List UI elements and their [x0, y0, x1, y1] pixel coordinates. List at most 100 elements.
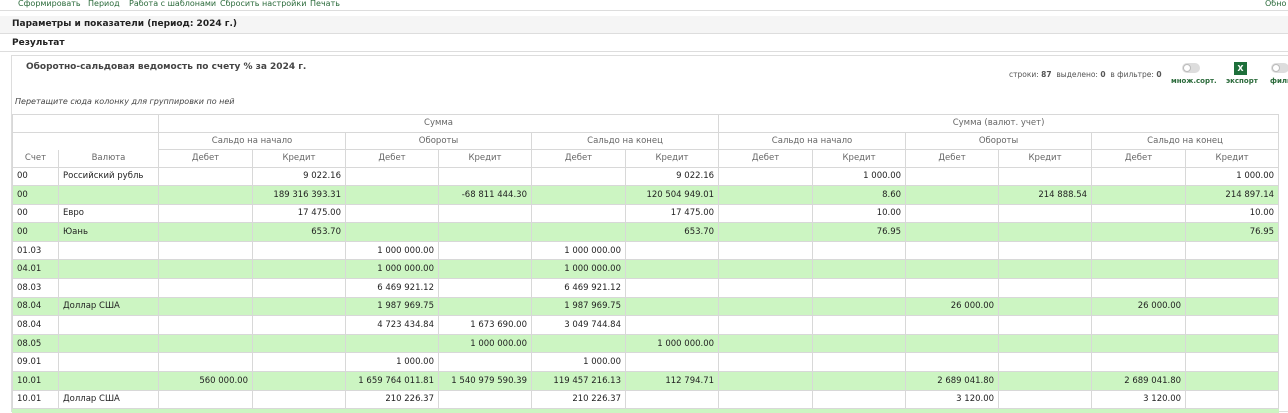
cell: Доллар США	[58, 389, 159, 410]
cell: 1 540 979 590.39	[438, 371, 532, 391]
cell	[158, 389, 253, 410]
cell	[1091, 315, 1187, 335]
cell	[718, 222, 814, 242]
cell	[158, 222, 253, 242]
cell	[438, 240, 532, 261]
column-header[interactable]: Кредит	[624, 149, 720, 168]
cell: 1 000 000.00	[531, 259, 626, 280]
subgroup-header: Сальдо на конец	[530, 131, 720, 150]
table-row[interactable]: 08.03 6 469 921.12 6 469 921.12	[12, 278, 1280, 298]
cell	[812, 371, 907, 391]
toolbar-item[interactable]: Работа с шаблонами	[129, 0, 217, 8]
header-row: Сумма Сумма (валют. учет)	[12, 114, 1280, 133]
cell	[624, 259, 720, 280]
cell	[438, 278, 532, 298]
subgroup-header: Сальдо на начало	[158, 131, 346, 150]
column-header[interactable]: Счет	[12, 149, 59, 168]
cell	[718, 240, 814, 261]
cell	[345, 185, 439, 205]
value: 0	[1156, 70, 1162, 79]
table-row[interactable]: 00 189 316 393.31 -68 811 444.30 120 504 94…	[12, 185, 1280, 205]
column-header[interactable]: Дебет	[905, 149, 1000, 168]
cell	[438, 259, 532, 280]
table-row[interactable]: 01.03 1 000 000.00 1 000 000.00	[12, 240, 1280, 261]
table-row[interactable]: 04.01 1 000 000.00 1 000 000.00	[12, 259, 1280, 280]
cell	[252, 389, 346, 410]
cell	[1091, 333, 1187, 354]
cell	[1185, 278, 1280, 298]
multisort-label: множ.сорт.	[1171, 77, 1217, 85]
cell	[252, 333, 346, 354]
cell	[1091, 203, 1187, 224]
label: строки:	[1009, 70, 1039, 79]
cell	[1185, 389, 1280, 410]
cell	[1185, 315, 1280, 335]
column-header[interactable]: Кредит	[252, 149, 346, 168]
toolbar-item[interactable]: Сбросить настройки	[220, 0, 307, 8]
cell	[905, 240, 1000, 261]
column-header[interactable]: Кредит	[1185, 149, 1280, 168]
subgroup-header: Сальдо на начало	[718, 131, 907, 150]
cell	[1185, 296, 1280, 317]
header-row: Счет Валюта Дебет Кредит Дебет Кредит Дебет Кре…	[12, 149, 1280, 168]
column-header[interactable]: Кредит	[812, 149, 907, 168]
cell	[531, 185, 626, 205]
cell: 1 000 000.00	[624, 333, 720, 354]
cell: 26 000.00	[1091, 296, 1187, 317]
toolbar-item[interactable]: Обно	[1265, 0, 1287, 8]
cell: 17 475.00	[252, 203, 346, 224]
cell	[998, 315, 1093, 335]
column-header[interactable]: Валюта	[58, 149, 159, 168]
column-header[interactable]: Кредит	[438, 149, 532, 168]
cell	[998, 333, 1093, 354]
cell	[58, 371, 159, 391]
cell: 10.00	[812, 203, 907, 224]
table-row[interactable]: 10.01 560 000.00 1 659 764 011.81 1 540 979…	[12, 371, 1280, 391]
table-row[interactable]: 09.01 1 000.00 1 000.00	[12, 352, 1280, 373]
cell: 653.70	[252, 222, 346, 242]
table-row[interactable]: 10.01 Доллар США 210 226.37 210 226.37 3 120…	[12, 389, 1280, 410]
export-label[interactable]: экспорт	[1226, 77, 1258, 85]
cell: 1 000.00	[812, 166, 907, 187]
toggle[interactable]	[1182, 63, 1200, 73]
column-header[interactable]: Дебет	[531, 149, 626, 168]
table-row[interactable]: 08.04 Доллар США 1 987 969.75 1 987 969.75 2…	[12, 296, 1280, 317]
cell: 653.70	[624, 222, 720, 242]
table-row[interactable]: 08.05 1 000 000.00 1 000 000.00	[12, 333, 1280, 354]
column-header[interactable]: Дебет	[718, 149, 814, 168]
column-header[interactable]: Дебет	[1091, 149, 1187, 168]
toggle[interactable]	[1271, 63, 1288, 73]
toolbar-item[interactable]: Период	[88, 0, 120, 8]
table-row[interactable]: 00 Юань 653.70 653.70 76.95 76.95	[12, 222, 1280, 242]
excel-icon[interactable]: X	[1234, 62, 1247, 75]
table-row[interactable]: 08.04 4 723 434.84 1 673 690.00 3 049 744.8…	[12, 315, 1280, 335]
cell: 1 000 000.00	[531, 240, 626, 261]
cell: 9 022.16	[624, 166, 720, 187]
toolbar-item[interactable]: Сформировать	[18, 0, 81, 8]
params-title[interactable]: Параметры и показатели (период: 2024 г.)	[0, 16, 1288, 34]
cell: 76.95	[812, 222, 907, 242]
column-header[interactable]: Дебет	[345, 149, 439, 168]
column-header[interactable]: Дебет	[158, 149, 253, 168]
cell	[1091, 259, 1187, 280]
cell: 00	[12, 222, 59, 242]
cell: 00	[12, 185, 59, 205]
cell: 1 987 969.75	[531, 296, 626, 317]
cell	[812, 315, 907, 335]
cell: 2 689 041.80	[1091, 371, 1187, 391]
cell: 120 504 949.01	[624, 185, 720, 205]
column-header[interactable]: Кредит	[998, 149, 1093, 168]
cell	[998, 352, 1093, 373]
cell: 1 000.00	[531, 352, 626, 373]
table-row[interactable]: 00 Евро 17 475.00 17 475.00 10.00 10.00	[12, 203, 1280, 224]
cell	[252, 371, 346, 391]
cell	[718, 185, 814, 205]
toolbar-item[interactable]: Печать	[310, 0, 340, 8]
cell: 3 049 744.84	[531, 315, 626, 335]
cell: 3 120.00	[905, 389, 1000, 410]
cell: 1 659 764 011.81	[345, 371, 439, 391]
cell	[438, 222, 532, 242]
cell	[58, 240, 159, 261]
cell	[438, 296, 532, 317]
table-row[interactable]: 00 Российский рубль 9 022.16 9 022.16 1 000.…	[12, 166, 1280, 187]
